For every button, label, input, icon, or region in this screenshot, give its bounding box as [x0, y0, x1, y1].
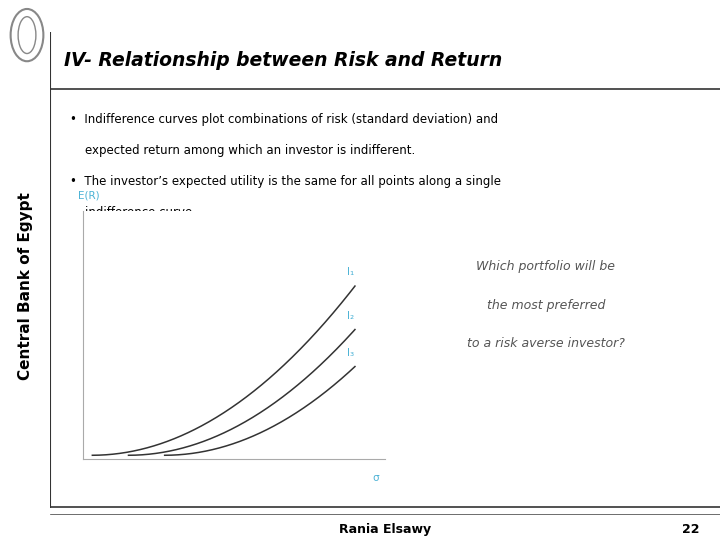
Text: •  Indifference curves plot combinations of risk (standard deviation) and: • Indifference curves plot combinations … [71, 113, 499, 126]
Text: •  The investor’s expected utility is the same for all points along a single: • The investor’s expected utility is the… [71, 175, 502, 188]
Text: I₃: I₃ [347, 348, 354, 358]
Text: E(R): E(R) [78, 191, 100, 201]
Text: Rania Elsawy: Rania Elsawy [339, 523, 431, 536]
Text: I₁: I₁ [347, 267, 354, 278]
Text: expected return among which an investor is indifferent.: expected return among which an investor … [71, 144, 415, 157]
Text: 22: 22 [683, 523, 700, 536]
Ellipse shape [11, 9, 43, 61]
Ellipse shape [18, 17, 36, 53]
Text: I₂: I₂ [347, 311, 354, 321]
Text: Which portfolio will be: Which portfolio will be [477, 260, 616, 273]
Text: IV- Relationship between Risk and Return: IV- Relationship between Risk and Return [64, 51, 502, 70]
Text: indifference curve.: indifference curve. [71, 206, 197, 219]
Text: the most preferred: the most preferred [487, 299, 605, 312]
Text: to a risk averse investor?: to a risk averse investor? [467, 336, 625, 349]
Text: σ: σ [372, 472, 379, 483]
Text: Central Bank of Egypt: Central Bank of Egypt [18, 192, 32, 380]
